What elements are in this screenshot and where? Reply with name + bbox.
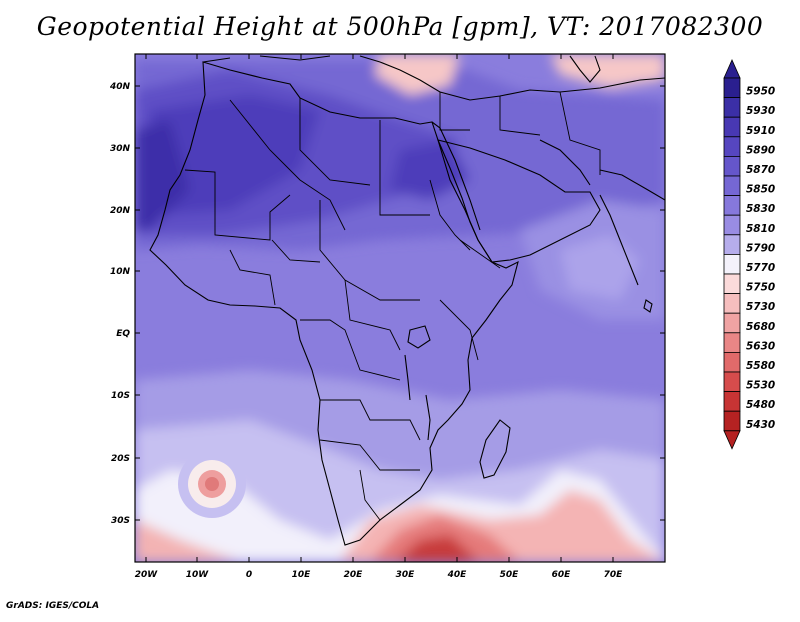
lon-label: 10W [186, 570, 210, 580]
lat-label: 40N [109, 82, 131, 92]
colorbar-label: 5830 [746, 203, 775, 215]
colorbar-swatch [723, 234, 741, 255]
country-borders [184, 91, 601, 521]
lat-label: 30S [111, 516, 130, 526]
colorbar-swatch [723, 273, 741, 295]
colorbar-label: 5530 [746, 380, 775, 392]
lat-label: EQ [116, 329, 130, 339]
lon-label: 70E [604, 570, 624, 580]
colorbar-label: 5890 [746, 144, 775, 156]
lat-label: 30N [110, 144, 131, 154]
colorbar-swatch [723, 312, 741, 334]
colorbar-swatch [723, 253, 741, 275]
colorbar-swatch [723, 332, 741, 353]
height-field [135, 54, 665, 562]
colorbar-label: 5850 [746, 184, 775, 196]
colorbar-arrow-bottom [723, 430, 741, 450]
colorbar-swatch [723, 293, 741, 314]
coastlines [149, 55, 665, 546]
colorbar-label: 5730 [746, 301, 775, 313]
chart-title: Geopotential Height at 500hPa [gpm], VT:… [36, 12, 764, 41]
colorbar-label: 5870 [746, 164, 775, 176]
latitude-labels: 40N 30N 20N 10N EQ 10S 20S 30S [109, 82, 131, 526]
colorbar-swatch [723, 195, 741, 216]
colorbar-swatch [723, 116, 741, 138]
lat-label: 20S [111, 454, 130, 464]
colorbar-swatch [723, 214, 741, 236]
lon-label: 0 [246, 570, 252, 580]
lon-label: 10E [292, 570, 312, 580]
lat-label: 10S [111, 391, 130, 401]
colorbar-label: 5750 [746, 282, 775, 294]
colorbar-swatch [723, 155, 741, 177]
colorbar-swatch [723, 410, 741, 432]
colorbar-swatch [723, 136, 741, 157]
lat-label: 20N [110, 206, 131, 216]
colorbar-label: 5430 [746, 419, 775, 431]
colorbar-label: 5810 [746, 223, 775, 235]
colorbar-swatch [723, 351, 741, 373]
colorbar-label: 5680 [746, 321, 775, 333]
colorbar-swatch [723, 77, 741, 99]
lon-label: 20W [135, 570, 159, 580]
lon-label: 40E [447, 570, 468, 580]
colorbar-swatch [723, 391, 741, 412]
colorbar-label: 5630 [746, 340, 775, 352]
colorbar-label: 5790 [746, 242, 775, 254]
colorbar-swatch [723, 371, 741, 393]
lon-label: 20E [344, 570, 364, 580]
colorbar-label: 5930 [746, 105, 775, 117]
lon-label: 60E [552, 570, 572, 580]
colorbar-swatch [723, 97, 741, 118]
lat-label: 10N [110, 267, 131, 277]
colorbar-label: 5950 [746, 86, 775, 98]
lon-label: 50E [500, 570, 520, 580]
colorbar-label: 5770 [746, 262, 775, 274]
footer-credit: GrADS: IGES/COLA [6, 601, 100, 611]
lon-ticks [145, 54, 614, 562]
map-frame [134, 53, 666, 563]
colorbar-label: 5580 [746, 360, 775, 372]
colorbar-swatch [723, 175, 741, 197]
lon-label: 30E [396, 570, 416, 580]
colorbar-label: 5910 [746, 125, 775, 137]
longitude-labels: 20W 10W 0 10E 20E 30E 40E 50E 60E 70E [135, 570, 623, 580]
colorbar-arrow-top [723, 59, 741, 79]
lat-ticks [135, 85, 665, 521]
colorbar-label: 5480 [746, 399, 775, 411]
colorbar: 5950 5930 5910 5890 5870 5850 5830 5810 5790 5770… [723, 59, 775, 450]
